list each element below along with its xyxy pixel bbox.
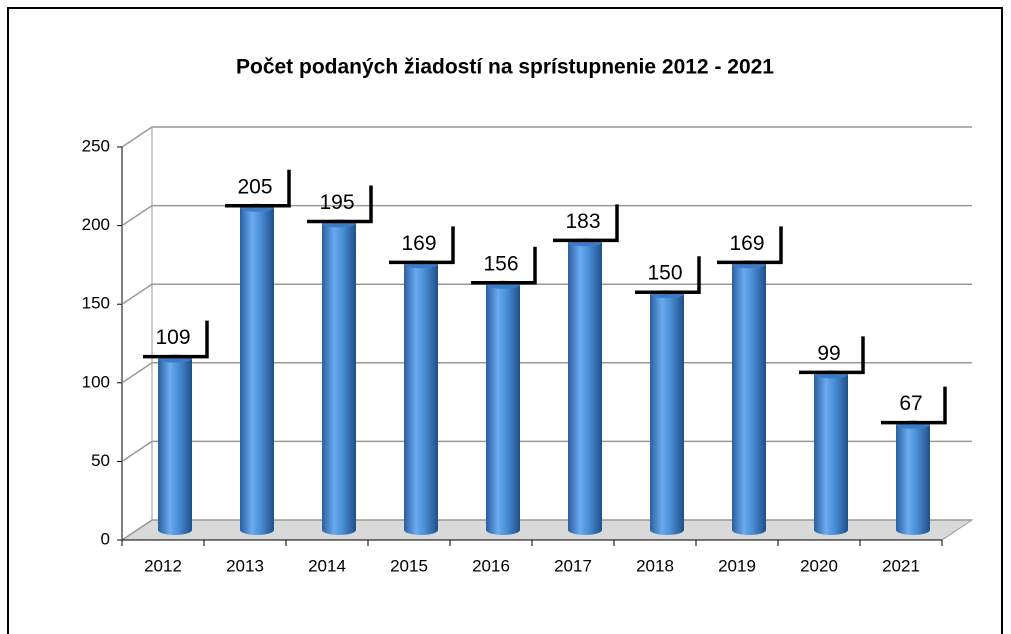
y-tick-label: 200 <box>82 215 110 234</box>
y-tick-label: 50 <box>91 451 110 470</box>
grid-line <box>121 362 972 384</box>
value-label: 169 <box>401 232 436 255</box>
label-bracket <box>717 226 783 265</box>
label-bracket <box>389 226 455 265</box>
x-tick-label: 2013 <box>226 556 264 575</box>
x-tick-label: 2020 <box>800 556 838 575</box>
y-tick-label: 100 <box>82 372 110 391</box>
x-tick-label: 2012 <box>144 556 182 575</box>
bar <box>404 264 438 535</box>
label-bracket <box>225 169 291 208</box>
value-label: 99 <box>817 342 840 365</box>
label-bracket <box>471 246 537 285</box>
chart-title: Počet podaných žiadostí na sprístupnenie… <box>236 56 774 79</box>
x-tick-label: 2017 <box>554 556 592 575</box>
bar <box>650 294 684 535</box>
label-bracket <box>799 336 865 375</box>
bar <box>158 358 192 535</box>
y-tick-label: 250 <box>82 136 110 155</box>
x-tick-label: 2021 <box>882 556 920 575</box>
bar <box>732 264 766 535</box>
label-bracket <box>881 386 947 425</box>
grid-line <box>121 204 972 227</box>
x-tick-label: 2015 <box>390 556 428 575</box>
bar <box>322 223 356 535</box>
value-label: 169 <box>729 232 764 255</box>
y-tick-label: 150 <box>82 294 110 313</box>
bar <box>896 424 930 535</box>
value-label: 156 <box>483 252 518 275</box>
grid-line <box>121 440 972 463</box>
value-label: 67 <box>899 392 922 415</box>
x-tick-label: 2018 <box>636 556 674 575</box>
x-tick-label: 2016 <box>472 556 510 575</box>
value-label: 109 <box>155 326 190 349</box>
grid-line <box>121 126 972 148</box>
bar <box>240 207 274 536</box>
label-bracket <box>635 256 701 294</box>
value-label: 195 <box>319 191 354 214</box>
bar <box>568 242 602 535</box>
bar <box>814 374 848 535</box>
x-tick-label: 2019 <box>718 556 756 575</box>
value-label: 150 <box>647 262 682 285</box>
grid-line <box>121 519 972 541</box>
y-tick-label: 0 <box>101 529 110 548</box>
value-label: 183 <box>565 210 600 233</box>
label-bracket <box>307 185 373 224</box>
bar <box>486 284 520 535</box>
value-label: 205 <box>237 175 272 198</box>
label-bracket <box>553 204 619 243</box>
x-tick-label: 2014 <box>308 556 346 575</box>
label-bracket <box>143 320 209 359</box>
